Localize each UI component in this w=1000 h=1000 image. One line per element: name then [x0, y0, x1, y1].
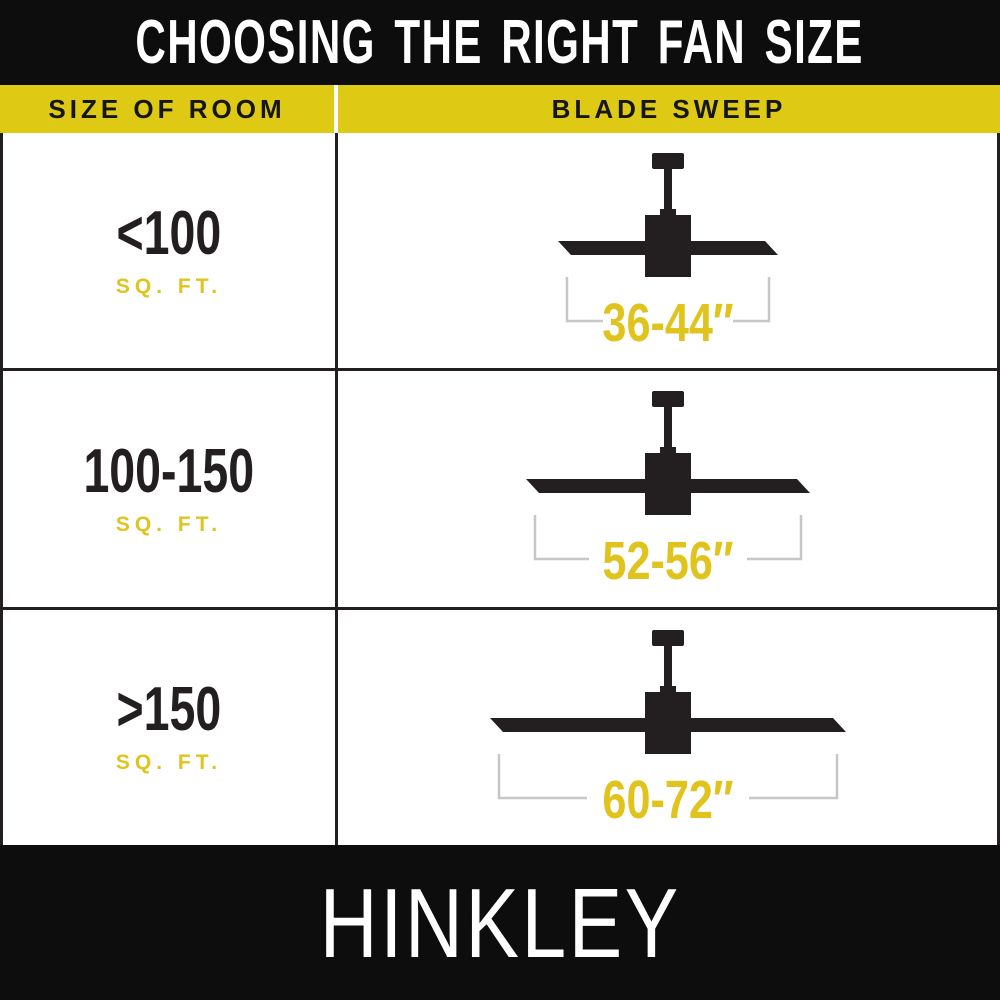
table-row: >150 SQ. FT. 60-72″	[3, 606, 997, 845]
room-size-unit: SQ. FT.	[115, 512, 223, 536]
table-row: 100-150 SQ. FT. 52-56″	[3, 368, 997, 607]
fan-mount	[651, 153, 684, 169]
column-header-sweep: BLADE SWEEP	[338, 85, 1000, 133]
fan-downrod	[663, 167, 672, 213]
ceiling-fan-icon: 52-56″	[525, 391, 810, 589]
fan-blades	[557, 241, 778, 255]
fan-downrod	[663, 405, 672, 452]
blade-sweep-value: 36-44″	[602, 294, 733, 351]
column-header-sweep-label: BLADE SWEEP	[551, 93, 787, 124]
measurement-bracket	[565, 277, 770, 323]
fan-mount	[651, 629, 684, 646]
column-header-row: SIZE OF ROOM BLADE SWEEP	[0, 85, 1000, 133]
footer-bar: HINKLEY	[0, 845, 1000, 1000]
fan-size-table: <100 SQ. FT. 36-44″ 100-150 SQ. FT.	[0, 133, 1000, 845]
room-size-cell: 100-150 SQ. FT.	[3, 371, 338, 607]
room-size-cell: <100 SQ. FT.	[3, 133, 338, 369]
ceiling-fan-icon: 36-44″	[557, 153, 778, 351]
blade-sweep-value: 52-56″	[602, 532, 733, 589]
blade-sweep-cell: 52-56″	[338, 371, 997, 606]
room-size-cell: >150 SQ. FT.	[3, 609, 338, 845]
room-size-value: 100-150	[83, 436, 255, 506]
room-size-value: >150	[116, 675, 222, 745]
page-title: CHOOSING THE RIGHT FAN SIZE	[135, 7, 865, 77]
room-size-unit: SQ. FT.	[115, 751, 223, 775]
ceiling-fan-icon: 60-72″	[489, 629, 846, 828]
blade-sweep-cell: 60-72″	[338, 610, 997, 845]
column-header-room: SIZE OF ROOM	[0, 85, 338, 133]
blade-sweep-cell: 36-44″	[338, 133, 997, 368]
fan-blades	[489, 717, 846, 732]
measurement-bracket	[533, 515, 802, 561]
room-size-unit: SQ. FT.	[115, 274, 223, 298]
fan-neck	[659, 447, 676, 456]
header-bar: CHOOSING THE RIGHT FAN SIZE	[0, 0, 1000, 85]
brand-logo: HINKLEY	[319, 867, 681, 978]
table-row: <100 SQ. FT. 36-44″	[3, 133, 997, 369]
room-size-value: <100	[116, 198, 222, 268]
fan-neck	[659, 209, 676, 217]
fan-downrod	[663, 643, 672, 690]
blade-sweep-value: 60-72″	[602, 770, 733, 827]
measurement-bracket	[497, 753, 838, 799]
column-header-room-label: SIZE OF ROOM	[48, 93, 286, 124]
fan-mount	[651, 391, 684, 408]
fan-neck	[659, 685, 676, 694]
fan-blades	[525, 479, 810, 494]
